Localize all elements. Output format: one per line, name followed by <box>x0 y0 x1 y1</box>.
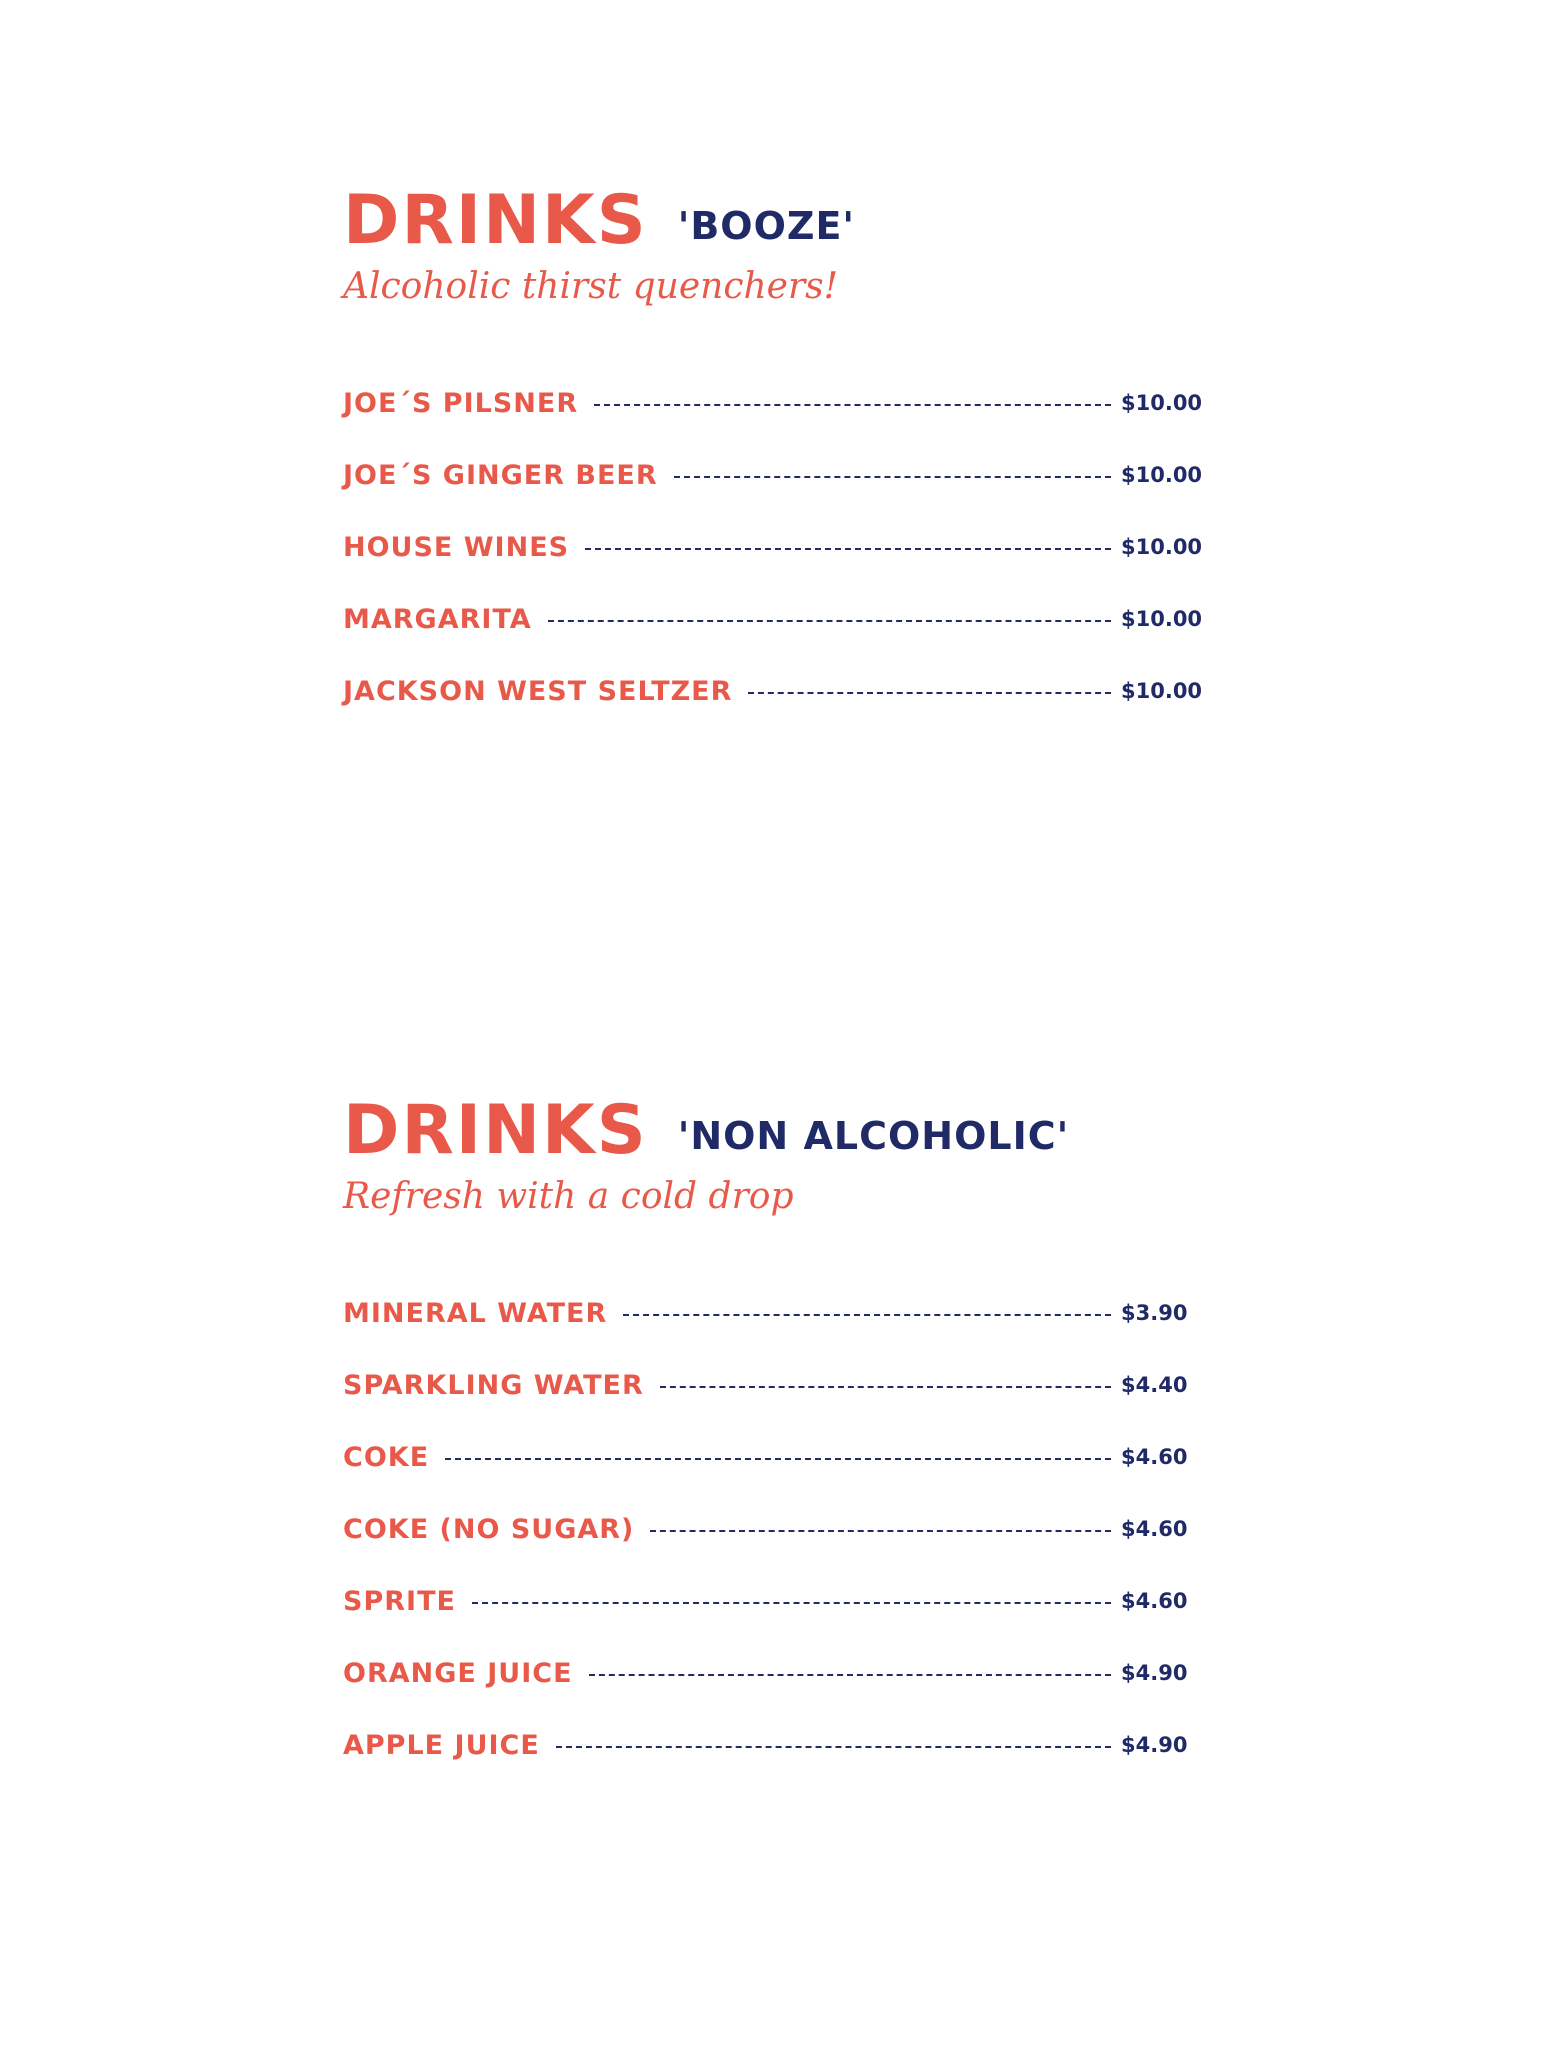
dotted-leader <box>748 692 1111 694</box>
menu-item: JACKSON WEST SELTZER $10.00 <box>343 655 1203 727</box>
menu-item: MARGARITA $10.00 <box>343 583 1203 655</box>
menu-item: SPARKLING WATER $4.40 <box>343 1349 1203 1421</box>
menu-item-name: HOUSE WINES <box>343 531 570 563</box>
menu-item-name: ORANGE JUICE <box>343 1657 573 1689</box>
menu-item-price: $4.90 <box>1121 1661 1188 1685</box>
menu-item-name: APPLE JUICE <box>343 1729 540 1761</box>
menu-item: HOUSE WINES $10.00 <box>343 511 1203 583</box>
menu-item-price: $10.00 <box>1121 679 1203 703</box>
non-alcoholic-item-list: MINERAL WATER $3.90 SPARKLING WATER $4.4… <box>343 1277 1203 1781</box>
menu-item: SPRITE $4.60 <box>343 1565 1203 1637</box>
menu-item-name: JACKSON WEST SELTZER <box>343 675 733 707</box>
menu-item-price: $4.40 <box>1121 1373 1188 1397</box>
booze-title: DRINKS <box>343 181 648 260</box>
dotted-leader <box>650 1530 1111 1532</box>
dotted-leader <box>623 1314 1111 1316</box>
menu-item-name: COKE <box>343 1441 430 1473</box>
dotted-leader <box>585 548 1111 550</box>
menu-item: APPLE JUICE $4.90 <box>343 1709 1203 1781</box>
menu-item-name: COKE (NO SUGAR) <box>343 1513 635 1545</box>
non-alcoholic-title: DRINKS <box>343 1091 648 1170</box>
menu-item-name: MARGARITA <box>343 603 532 635</box>
menu-item: MINERAL WATER $3.90 <box>343 1277 1203 1349</box>
booze-section: DRINKS 'BOOZE' Alcoholic thirst quencher… <box>343 185 1203 727</box>
dotted-leader <box>659 1386 1111 1388</box>
menu-item-price: $4.60 <box>1121 1517 1188 1541</box>
non-alcoholic-subtitle: 'NON ALCOHOLIC' <box>677 1114 1070 1158</box>
menu-item-price: $4.60 <box>1121 1445 1188 1469</box>
menu-item-price: $4.90 <box>1121 1733 1188 1757</box>
menu-item: JOE´S GINGER BEER $10.00 <box>343 439 1203 511</box>
dotted-leader <box>594 404 1111 406</box>
menu-item: ORANGE JUICE $4.90 <box>343 1637 1203 1709</box>
menu-item-price: $10.00 <box>1121 607 1203 631</box>
menu-item: JOE´S PILSNER $10.00 <box>343 367 1203 439</box>
dotted-leader <box>445 1458 1111 1460</box>
non-alcoholic-section: DRINKS 'NON ALCOHOLIC' Refresh with a co… <box>343 1095 1203 1781</box>
menu-item-name: JOE´S GINGER BEER <box>343 459 658 491</box>
menu-item: COKE $4.60 <box>343 1421 1203 1493</box>
dotted-leader <box>588 1674 1111 1676</box>
non-alcoholic-tagline: Refresh with a cold drop <box>343 1176 794 1217</box>
dotted-leader <box>471 1602 1111 1604</box>
menu-item-price: $10.00 <box>1121 391 1203 415</box>
menu-item-price: $3.90 <box>1121 1301 1188 1325</box>
booze-tagline: Alcoholic thirst quenchers! <box>343 266 839 307</box>
booze-subtitle: 'BOOZE' <box>677 204 856 248</box>
menu-item-price: $10.00 <box>1121 463 1203 487</box>
booze-heading: DRINKS 'BOOZE' <box>343 185 1203 255</box>
menu-item-name: SPARKLING WATER <box>343 1369 644 1401</box>
dotted-leader <box>555 1746 1111 1748</box>
menu-item-name: JOE´S PILSNER <box>343 387 579 419</box>
menu-item-price: $10.00 <box>1121 535 1203 559</box>
dotted-leader <box>547 620 1111 622</box>
menu-item-price: $4.60 <box>1121 1589 1188 1613</box>
menu-item: COKE (NO SUGAR) $4.60 <box>343 1493 1203 1565</box>
booze-item-list: JOE´S PILSNER $10.00 JOE´S GINGER BEER $… <box>343 367 1203 727</box>
menu-item-name: SPRITE <box>343 1585 456 1617</box>
non-alcoholic-heading: DRINKS 'NON ALCOHOLIC' <box>343 1095 1203 1165</box>
dotted-leader <box>673 476 1111 478</box>
menu-item-name: MINERAL WATER <box>343 1297 608 1329</box>
